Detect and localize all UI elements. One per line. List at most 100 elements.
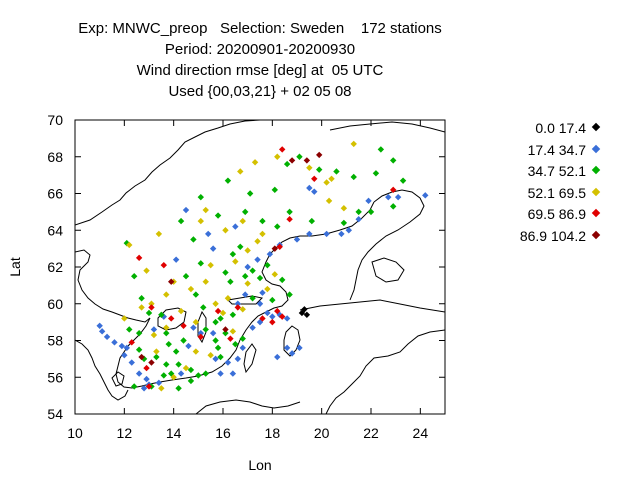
legend-marker — [591, 187, 601, 197]
station-marker — [138, 353, 145, 361]
station-marker — [177, 307, 185, 315]
y-tick-label: 64 — [47, 222, 63, 238]
station-marker — [350, 173, 357, 181]
title-line-experiment: Exp: MNWC_preop Selection: Sweden 172 st… — [78, 20, 442, 37]
station-marker — [274, 153, 281, 160]
station-marker — [259, 315, 266, 322]
coastline-norway — [75, 120, 261, 226]
station-marker — [175, 361, 182, 368]
station-marker — [345, 227, 352, 234]
legend-label: 69.5 86.9 — [527, 206, 586, 223]
station-marker — [222, 329, 229, 337]
station-marker — [138, 304, 145, 311]
title-line-parameter: Wind direction rmse [deg] at 05 UTC — [136, 62, 384, 79]
station-marker — [135, 254, 143, 262]
station-marker — [207, 352, 214, 359]
station-marker — [264, 285, 271, 293]
station-marker — [239, 217, 246, 225]
station-marker — [274, 223, 281, 230]
legend-marker — [591, 165, 601, 175]
station-marker — [155, 230, 163, 238]
x-tick-label: 20 — [314, 425, 330, 441]
station-marker — [121, 352, 128, 359]
station-marker — [214, 344, 222, 352]
x-tick-label: 18 — [265, 425, 281, 441]
station-marker — [217, 353, 224, 361]
station-marker — [170, 374, 177, 381]
station-marker — [308, 217, 315, 225]
station-marker — [197, 329, 204, 337]
station-marker — [192, 318, 200, 326]
station-marker — [197, 193, 204, 201]
station-marker — [229, 370, 237, 377]
y-tick-label: 66 — [47, 186, 63, 202]
legend-entry: 86.9 104.2 — [470, 226, 640, 248]
station-marker — [222, 326, 229, 333]
legend-entry: 17.4 34.7 — [470, 140, 640, 162]
station-marker — [303, 311, 311, 318]
station-marker — [187, 377, 195, 385]
coastline-norway-south — [75, 249, 151, 323]
axis-ticks: 10 12 14 16 18 20 22 24 54 56 58 60 62 64 66 68 70 — [47, 112, 445, 441]
station-marker — [288, 350, 296, 357]
station-marker — [390, 203, 397, 210]
station-marker — [239, 306, 246, 313]
station-marker — [168, 315, 175, 322]
station-marker — [254, 238, 261, 245]
station-marker — [153, 353, 160, 361]
station-marker — [197, 333, 204, 341]
station-marker — [237, 243, 244, 250]
station-marker — [163, 329, 170, 337]
station-marker — [224, 359, 232, 366]
station-marker — [160, 372, 167, 379]
station-marker — [126, 241, 133, 249]
station-marker — [271, 245, 278, 252]
station-markers — [96, 140, 429, 392]
station-marker — [187, 285, 195, 293]
station-marker — [244, 280, 251, 287]
station-marker — [269, 318, 276, 326]
station-marker — [239, 344, 246, 352]
legend-label: 0.0 17.4 — [535, 120, 586, 136]
station-marker — [390, 157, 397, 164]
station-marker — [328, 175, 335, 182]
station-marker — [222, 269, 229, 276]
legend-label: 34.7 52.1 — [527, 163, 586, 180]
station-marker — [286, 208, 293, 216]
station-marker — [422, 192, 429, 199]
station-marker — [271, 271, 278, 278]
station-marker — [234, 355, 241, 363]
station-marker — [175, 385, 182, 392]
station-marker — [217, 315, 224, 322]
station-marker — [372, 170, 380, 177]
station-marker — [390, 186, 397, 194]
x-tick-label: 10 — [67, 425, 83, 441]
station-marker — [202, 326, 209, 333]
station-marker — [323, 179, 330, 186]
legend-marker — [591, 144, 601, 153]
station-marker — [202, 206, 209, 214]
y-tick-label: 70 — [47, 112, 63, 128]
station-marker — [153, 348, 160, 355]
station-marker — [316, 166, 323, 173]
station-marker — [165, 340, 172, 348]
station-marker — [239, 335, 246, 342]
station-marker — [182, 272, 190, 280]
station-marker — [128, 359, 135, 366]
station-marker — [279, 313, 286, 320]
station-marker — [311, 188, 318, 195]
station-marker — [271, 186, 278, 194]
station-marker — [227, 335, 234, 342]
station-marker — [197, 260, 204, 267]
station-marker — [103, 333, 111, 341]
station-marker — [283, 160, 291, 168]
station-marker — [187, 366, 195, 374]
coastline-zealand — [111, 371, 125, 387]
station-marker — [140, 385, 148, 392]
station-marker — [276, 243, 283, 250]
legend-label: 86.9 104.2 — [519, 227, 586, 244]
station-marker — [148, 300, 155, 307]
station-marker — [264, 309, 271, 317]
station-marker — [232, 258, 239, 265]
legend-label: 52.1 69.5 — [527, 184, 586, 201]
